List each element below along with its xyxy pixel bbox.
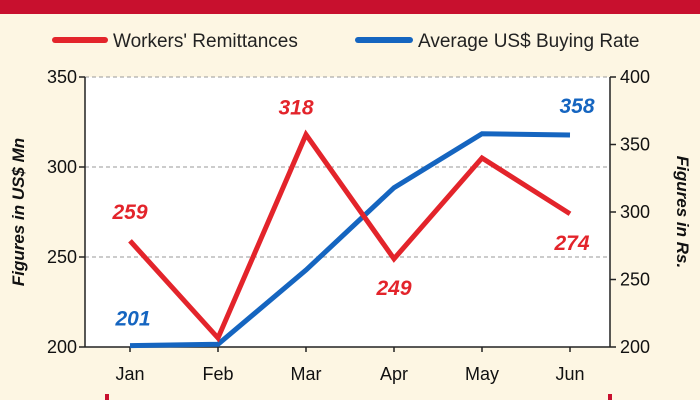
series-line-buying-rate — [129, 131, 571, 349]
series-line-workers-remittances — [128, 129, 572, 343]
left-tick-label: 350 — [47, 67, 77, 87]
top-accent-bar — [0, 0, 700, 14]
bottom-marker-right — [608, 394, 612, 400]
data-label: 274 — [553, 232, 589, 255]
x-tick-label: Mar — [291, 364, 322, 384]
data-label: 201 — [114, 308, 150, 331]
bottom-marker-left — [105, 394, 109, 400]
left-tick-label: 200 — [47, 337, 77, 357]
right-tick-label: 300 — [620, 202, 650, 222]
gridlines — [85, 76, 610, 258]
series-layer — [128, 129, 572, 349]
legend-label-workers-remittances: Workers' Remittances — [113, 31, 298, 52]
x-tick-label: Feb — [202, 364, 233, 384]
legend: Workers' Remittances Average US$ Buying … — [52, 31, 639, 52]
data-label: 249 — [375, 277, 411, 300]
x-tick-label: May — [465, 364, 499, 384]
legend-label-buying-rate: Average US$ Buying Rate — [418, 31, 639, 52]
right-tick-label: 400 — [620, 67, 650, 87]
data-label: 318 — [278, 97, 313, 120]
x-tick-label: Jan — [115, 364, 144, 384]
right-tick-label: 350 — [620, 135, 650, 155]
data-labels: 259 318 249 274 201 358 — [111, 95, 594, 331]
x-tick-label: Apr — [380, 364, 408, 384]
left-axis-title: Figures in US$ Mn — [9, 138, 28, 286]
data-label: 358 — [559, 95, 594, 118]
right-axis-title: Figures in Rs. — [673, 156, 692, 268]
right-tick-label: 250 — [620, 270, 650, 290]
plot-area — [85, 77, 610, 347]
x-axis-ticks: Jan Feb Mar Apr May Jun — [115, 347, 585, 384]
left-tick-label: 300 — [47, 157, 77, 177]
right-tick-label: 200 — [620, 337, 650, 357]
left-tick-label: 250 — [47, 247, 77, 267]
left-axis-ticks: 200 250 300 350 — [47, 67, 85, 357]
x-tick-label: Jun — [555, 364, 584, 384]
data-label: 259 — [111, 201, 147, 224]
right-axis-ticks: 200 250 300 350 400 — [610, 67, 650, 357]
